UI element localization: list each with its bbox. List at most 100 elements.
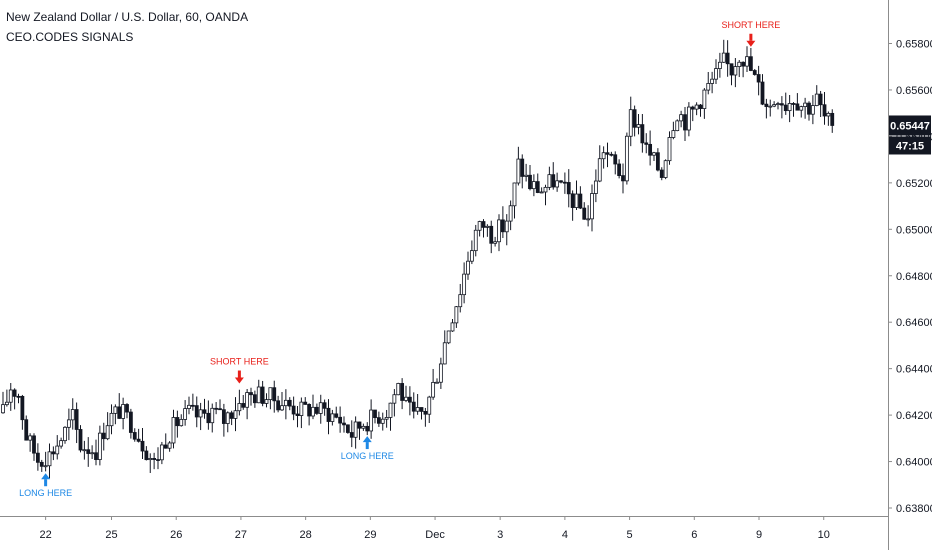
candle-down xyxy=(791,103,796,105)
candle-down xyxy=(78,429,83,451)
candle-down xyxy=(783,104,788,112)
candle-down xyxy=(582,207,587,220)
candle-up xyxy=(183,408,188,420)
candle-down xyxy=(760,81,765,105)
candle-up xyxy=(776,103,780,106)
candle-up xyxy=(597,158,602,182)
candle-down xyxy=(400,383,405,401)
x-tick-label: 25 xyxy=(105,529,117,541)
x-tick-label: 26 xyxy=(170,529,182,541)
candle-up xyxy=(768,105,773,108)
candle-down xyxy=(779,103,784,106)
candles-layer xyxy=(1,39,835,479)
candle-down xyxy=(74,409,79,430)
candle-up xyxy=(82,449,87,452)
candle-down xyxy=(86,449,91,454)
candle-up xyxy=(706,83,711,91)
candle-down xyxy=(342,422,346,426)
candle-down xyxy=(144,450,149,461)
candle-up xyxy=(283,399,288,407)
candle-up xyxy=(469,250,474,262)
candle-up xyxy=(63,426,67,442)
candle-down xyxy=(644,142,649,145)
candle-up xyxy=(547,174,552,188)
candle-down xyxy=(32,435,36,454)
short-signal-label: SHORT HERE xyxy=(210,357,269,367)
candle-up xyxy=(466,260,470,275)
long-arrow-icon xyxy=(41,473,51,480)
candle-up xyxy=(404,396,408,401)
y-tick-label: 0.65800 xyxy=(896,39,932,51)
candle-down xyxy=(423,411,428,415)
candle-up xyxy=(694,104,699,110)
x-tick-label: 5 xyxy=(627,529,633,541)
candle-up xyxy=(524,174,529,177)
candle-up xyxy=(446,330,451,344)
candle-down xyxy=(94,452,98,460)
candle-down xyxy=(756,74,761,83)
candle-down xyxy=(303,401,308,405)
candle-down xyxy=(349,432,354,438)
y-tick-label: 0.64600 xyxy=(896,317,932,329)
candle-up xyxy=(28,435,33,441)
candle-up xyxy=(97,432,102,460)
candle-up xyxy=(90,452,95,455)
candle-up xyxy=(187,404,191,409)
candle-up xyxy=(450,322,455,332)
candle-up xyxy=(311,406,315,417)
candle-up xyxy=(384,417,389,420)
candle-down xyxy=(326,407,331,422)
candle-up xyxy=(159,444,164,461)
candle-up xyxy=(113,406,118,414)
candle-up xyxy=(4,401,9,406)
candle-down xyxy=(249,392,253,396)
candle-up xyxy=(772,104,777,107)
candle-down xyxy=(648,143,653,156)
candle-up xyxy=(710,78,715,84)
chart-title: New Zealand Dollar / U.S. Dollar, 60, OA… xyxy=(6,10,249,24)
short-arrow-icon xyxy=(746,40,756,47)
candle-up xyxy=(330,413,335,422)
candle-down xyxy=(535,181,540,193)
x-tick-label: 10 xyxy=(818,529,830,541)
candle-up xyxy=(268,387,273,401)
long-arrow-shaft xyxy=(365,442,369,450)
candle-up xyxy=(167,442,172,449)
candle-up xyxy=(826,112,831,117)
x-tick-label: 28 xyxy=(300,529,312,541)
y-tick-label: 0.64000 xyxy=(896,457,932,469)
candle-up xyxy=(671,130,676,138)
candle-up xyxy=(442,342,447,365)
time-scale-bg xyxy=(0,516,932,550)
price-badge-value: 0.65447 xyxy=(890,120,930,132)
candle-down xyxy=(202,409,207,414)
candle-up xyxy=(667,137,672,162)
candle-up xyxy=(628,109,633,137)
candle-down xyxy=(291,405,296,415)
candle-up xyxy=(473,229,478,252)
candle-down xyxy=(683,114,687,131)
candle-up xyxy=(454,306,459,324)
candle-down xyxy=(373,409,377,419)
candle-up xyxy=(353,421,358,438)
candle-down xyxy=(307,404,312,417)
candle-down xyxy=(272,387,277,402)
candle-down xyxy=(632,109,637,128)
signals-layer: LONG HERE SHORT HERE LONG HERE SHORT HERE xyxy=(19,20,780,498)
candle-up xyxy=(516,158,521,184)
candle-down xyxy=(528,174,532,190)
candle-up xyxy=(543,186,548,193)
candle-up xyxy=(121,404,126,419)
candle-down xyxy=(578,193,583,209)
candle-up xyxy=(233,410,238,419)
candle-up xyxy=(477,221,482,231)
candle-down xyxy=(613,154,618,165)
x-tick-label: 4 xyxy=(562,529,568,541)
candle-down xyxy=(481,221,486,228)
candle-up xyxy=(415,407,420,412)
y-tick-label: 0.65200 xyxy=(896,178,932,190)
countdown-badge xyxy=(889,136,931,155)
